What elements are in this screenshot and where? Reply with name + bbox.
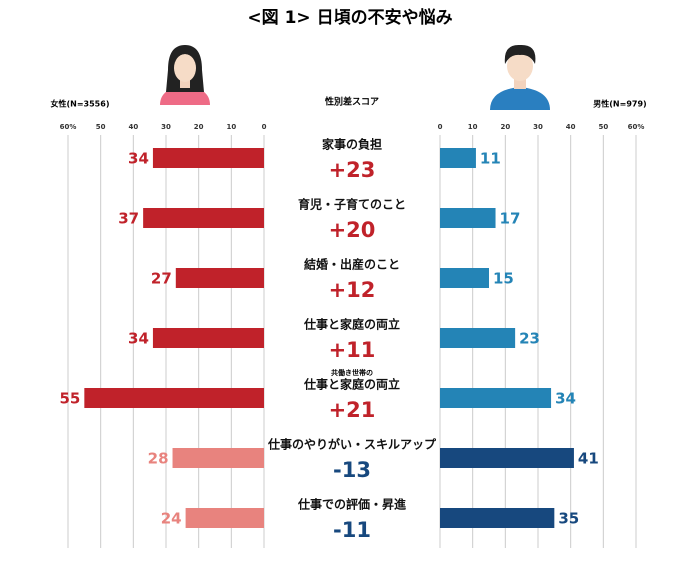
score-label: +23	[329, 158, 376, 182]
value-label: 35	[558, 510, 579, 528]
category-note: 共働き世帯の	[331, 368, 373, 377]
category-label: 家事の負担	[322, 137, 382, 152]
x-tick-label: 50	[598, 123, 608, 131]
legend-female: 女性(N=3556)	[51, 99, 110, 109]
x-tick-label: 20	[500, 123, 510, 131]
category-label: 仕事での評価・昇進	[297, 497, 407, 512]
bar	[440, 268, 489, 288]
bar	[175, 268, 264, 288]
bar	[172, 448, 264, 468]
x-tick-label: 40	[128, 123, 138, 131]
female-icon	[160, 45, 210, 105]
value-label: 11	[480, 150, 501, 168]
bar	[440, 208, 496, 228]
score-label: -13	[333, 458, 371, 482]
x-tick-label: 30	[161, 123, 171, 131]
bar	[440, 328, 516, 348]
bar	[185, 508, 264, 528]
value-label: 15	[493, 270, 514, 288]
x-tick-label: 50	[96, 123, 106, 131]
x-tick-label: 0	[438, 123, 443, 131]
x-tick-label: 20	[194, 123, 204, 131]
score-label: +12	[329, 278, 376, 302]
x-tick-label: 40	[566, 123, 576, 131]
value-label: 34	[128, 330, 149, 348]
value-label: 28	[148, 450, 169, 468]
score-label: +20	[329, 218, 376, 242]
category-label: 仕事と家庭の両立	[303, 317, 400, 332]
x-tick-label: 30	[533, 123, 543, 131]
category-label: 仕事のやりがい・スキルアップ	[267, 437, 437, 452]
category-label: 仕事と家庭の両立	[303, 377, 400, 392]
value-label: 41	[578, 450, 599, 468]
value-label: 24	[161, 510, 182, 528]
bar	[440, 448, 574, 468]
x-tick-label: 10	[226, 123, 236, 131]
value-label: 27	[151, 270, 172, 288]
bar	[440, 508, 555, 528]
male-icon	[490, 44, 550, 110]
category-label: 育児・子育てのこと	[298, 197, 406, 212]
category-label: 結婚・出産のこと	[304, 257, 400, 272]
chart-title: <図 1> 日頃の不安や悩み	[247, 7, 452, 28]
x-tick-label: 60%	[628, 123, 645, 131]
score-label: +11	[329, 338, 376, 362]
score-label: +21	[329, 398, 376, 422]
bar	[440, 148, 476, 168]
value-label: 34	[555, 390, 576, 408]
x-tick-label: 0	[262, 123, 267, 131]
value-label: 37	[118, 210, 139, 228]
center-label: 性別差スコア	[325, 96, 379, 108]
bar	[84, 388, 264, 408]
x-tick-label: 60%	[60, 123, 77, 131]
x-tick-label: 10	[468, 123, 478, 131]
value-label: 23	[519, 330, 540, 348]
value-label: 55	[59, 390, 80, 408]
bar	[440, 388, 552, 408]
score-label: -11	[333, 518, 371, 542]
bar	[143, 208, 264, 228]
bar	[152, 328, 264, 348]
legend-male: 男性(N=979)	[593, 99, 646, 109]
bar	[152, 148, 264, 168]
value-label: 34	[128, 150, 149, 168]
value-label: 17	[500, 210, 521, 228]
